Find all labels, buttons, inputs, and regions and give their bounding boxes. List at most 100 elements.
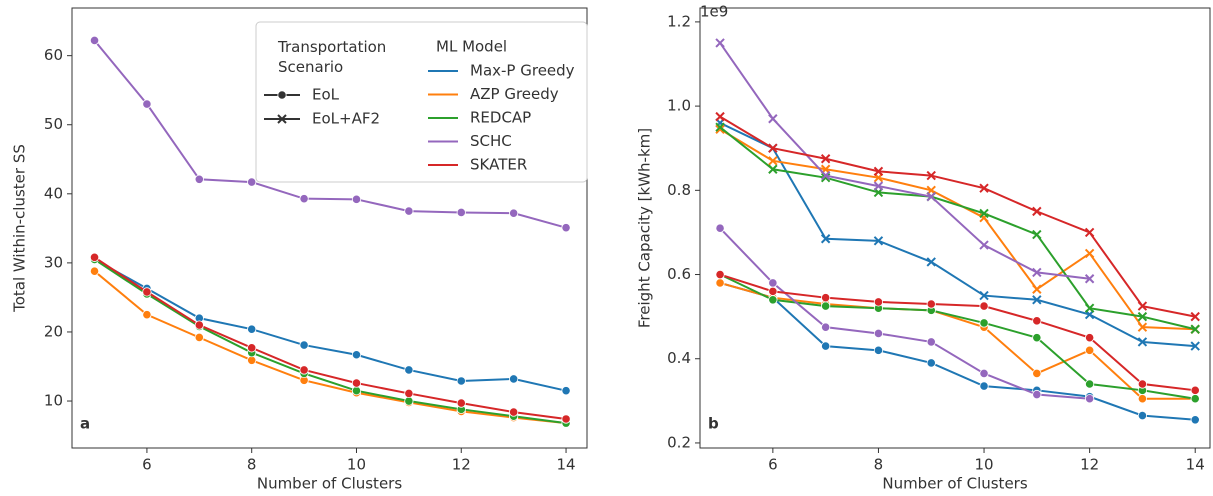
- marker: [979, 381, 989, 391]
- marker: [247, 355, 257, 365]
- plot-frame: [699, 7, 1211, 449]
- marker: [715, 38, 725, 48]
- marker: [1085, 345, 1095, 355]
- marker: [1085, 379, 1095, 389]
- marker: [1032, 368, 1042, 379]
- marker: [1190, 324, 1200, 334]
- legend-label: EoL: [312, 86, 340, 104]
- marker: [768, 114, 778, 124]
- series-line: [719, 128, 1196, 331]
- marker: [821, 322, 831, 332]
- x-axis-label: Number of Clusters: [882, 475, 1027, 493]
- y-tick-label: 10: [44, 392, 63, 410]
- offset-label: 1e9: [700, 3, 728, 21]
- series-line: [93, 39, 567, 229]
- marker: [926, 299, 936, 309]
- marker: [1137, 301, 1148, 311]
- panel: 0.2 0.4 0.6 0.8 1.0 1.2 6 8 10 12 14 Number of Clus…: [636, 3, 1211, 493]
- marker: [768, 295, 778, 305]
- marker: [351, 350, 362, 360]
- marker: [821, 301, 831, 311]
- series-line: [93, 256, 567, 420]
- y-axis-label: Freight Capacity [kWh-km]: [636, 128, 654, 328]
- marker: [768, 278, 778, 288]
- x-tick-label: 12: [452, 456, 471, 474]
- marker: [1137, 337, 1148, 347]
- y-tick-label: 60: [44, 46, 63, 64]
- marker: [89, 266, 100, 276]
- y-tick-label: 0.8: [667, 181, 691, 199]
- marker: [715, 111, 725, 122]
- marker: [926, 191, 936, 202]
- marker: [404, 396, 414, 406]
- marker: [926, 170, 936, 181]
- marker: [142, 287, 152, 297]
- y-tick-label: 0.4: [667, 349, 691, 367]
- marker: [247, 343, 257, 353]
- series-line: [719, 115, 1196, 318]
- marker: [873, 328, 884, 339]
- marker: [404, 365, 414, 375]
- marker: [1084, 274, 1095, 284]
- marker: [509, 208, 519, 218]
- marker: [926, 257, 936, 267]
- marker: [1032, 295, 1042, 305]
- marker: [299, 365, 309, 375]
- marker: [351, 194, 362, 204]
- marker: [979, 301, 989, 311]
- legend-title: ML Model: [436, 38, 507, 56]
- marker: [1137, 394, 1148, 404]
- y-axis-label: Total Within-cluster SS: [11, 144, 29, 313]
- marker: [715, 223, 725, 233]
- marker: [456, 376, 466, 386]
- marker: [873, 236, 884, 246]
- marker: [509, 407, 519, 417]
- marker: [979, 183, 989, 193]
- y-tick-label: 1.0: [667, 97, 691, 115]
- legend-label: SKATER: [470, 156, 527, 174]
- panel: 10 20 30 40 50 60 6 8 10 12 14 Number of Clusters To…: [11, 7, 588, 493]
- legend-label: Max-P Greedy: [470, 62, 575, 80]
- marker: [1032, 389, 1042, 400]
- marker: [1032, 333, 1042, 343]
- legend: Transportation Scenario ML Model EoL EoL+AF…: [255, 21, 588, 183]
- marker: [299, 194, 309, 204]
- legend-label: EoL+AF2: [312, 110, 380, 128]
- marker: [821, 341, 831, 351]
- marker: [1137, 322, 1148, 332]
- marker: [979, 208, 989, 219]
- marker: [277, 114, 287, 124]
- x-tick-label: 12: [1080, 456, 1099, 474]
- marker: [142, 99, 152, 109]
- panel-label: b: [708, 415, 719, 433]
- marker: [715, 122, 725, 132]
- marker: [873, 297, 884, 307]
- legend-box: [255, 21, 588, 183]
- marker: [1032, 284, 1042, 294]
- marker: [1190, 341, 1200, 351]
- marker: [194, 332, 204, 343]
- marker: [247, 177, 257, 187]
- marker: [561, 386, 571, 396]
- marker: [456, 207, 466, 218]
- series-line: [719, 281, 1196, 421]
- marker: [1032, 206, 1042, 217]
- series-line: [719, 273, 1196, 392]
- series-line: [719, 126, 1196, 331]
- marker: [404, 206, 414, 216]
- marker: [89, 252, 100, 262]
- x-tick-label: 8: [874, 456, 884, 474]
- marker: [768, 143, 778, 153]
- series-line: [719, 42, 1090, 280]
- y-tick-label: 40: [44, 184, 63, 202]
- marker: [768, 286, 778, 296]
- marker: [351, 378, 362, 388]
- marker: [873, 166, 884, 177]
- x-tick-label: 6: [142, 456, 152, 474]
- marker: [1032, 267, 1042, 278]
- x-tick-label: 10: [347, 456, 366, 474]
- marker: [1032, 229, 1042, 240]
- marker: [1190, 385, 1200, 395]
- x-axis-label: Number of Clusters: [257, 475, 402, 493]
